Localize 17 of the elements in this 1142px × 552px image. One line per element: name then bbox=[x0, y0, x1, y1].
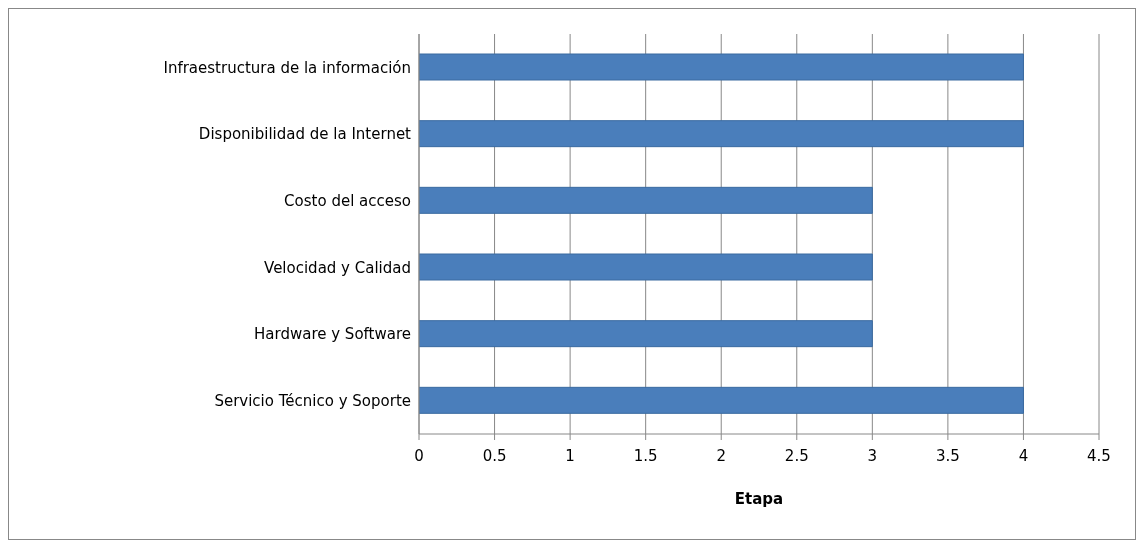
x-tick-label: 1 bbox=[565, 446, 575, 465]
y-tick-label: Servicio Técnico y Soporte bbox=[214, 391, 411, 410]
x-tick-label: 0 bbox=[414, 446, 424, 465]
x-tick-label: 3 bbox=[867, 446, 878, 465]
x-tick-label: 4.5 bbox=[1087, 446, 1111, 465]
y-tick-label: Costo del acceso bbox=[284, 191, 411, 210]
x-axis-title: Etapa bbox=[734, 490, 784, 508]
x-tick-label: 3.5 bbox=[935, 446, 960, 465]
y-tick-label: Disponibilidad de la Internet bbox=[198, 125, 412, 144]
x-tick-label: 4 bbox=[1018, 446, 1029, 465]
y-tick-label: Hardware y Software bbox=[254, 325, 411, 344]
x-tick-label: 1.5 bbox=[633, 446, 658, 465]
x-tick-label: 0.5 bbox=[482, 446, 507, 465]
y-tick-label: Velocidad y Calidad bbox=[264, 258, 411, 277]
x-tick-label: 2.5 bbox=[784, 446, 809, 465]
x-tick-label: 2 bbox=[716, 446, 726, 465]
y-tick-label: Infraestructura de la información bbox=[163, 58, 411, 77]
